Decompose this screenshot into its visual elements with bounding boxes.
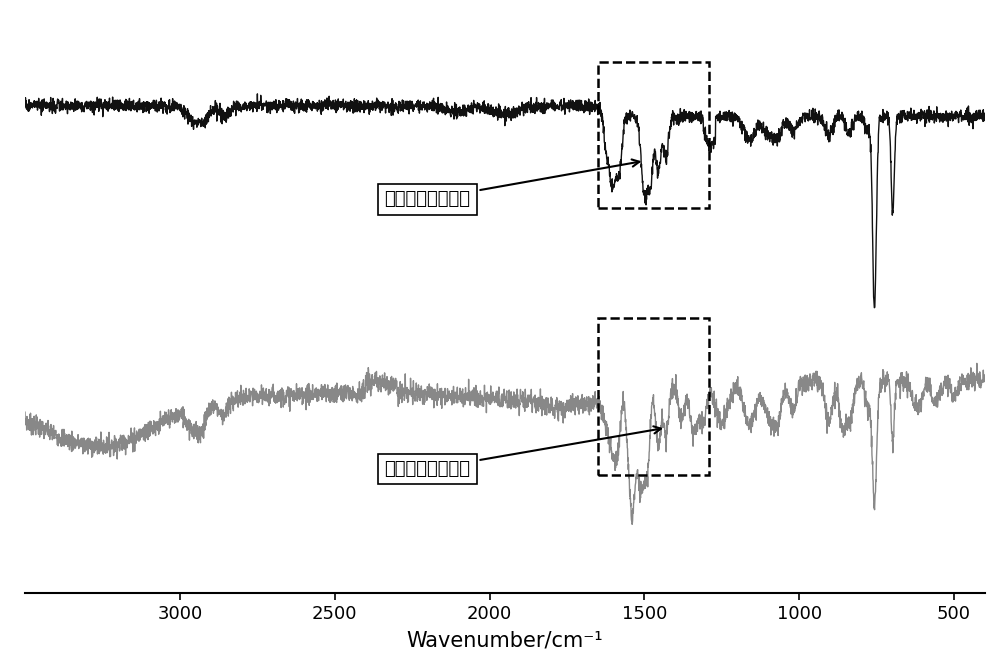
Bar bbox=[598, 62, 709, 208]
Text: 交联后苯基信号峰: 交联后苯基信号峰 bbox=[385, 426, 661, 478]
Bar bbox=[598, 318, 709, 475]
Text: 交联前苯基信号峰: 交联前苯基信号峰 bbox=[385, 159, 639, 208]
X-axis label: Wavenumber/cm⁻¹: Wavenumber/cm⁻¹ bbox=[407, 631, 603, 651]
